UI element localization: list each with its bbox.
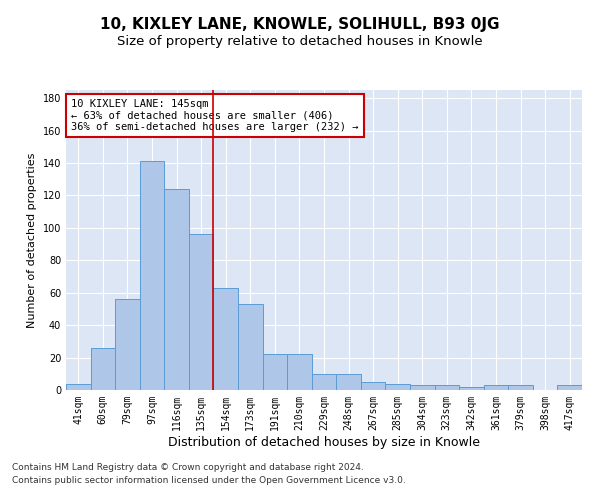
Bar xyxy=(484,385,508,390)
Bar xyxy=(557,385,582,390)
Bar xyxy=(238,304,263,390)
Bar xyxy=(385,384,410,390)
Text: Contains HM Land Registry data © Crown copyright and database right 2024.: Contains HM Land Registry data © Crown c… xyxy=(12,464,364,472)
Text: 10, KIXLEY LANE, KNOWLE, SOLIHULL, B93 0JG: 10, KIXLEY LANE, KNOWLE, SOLIHULL, B93 0… xyxy=(100,18,500,32)
X-axis label: Distribution of detached houses by size in Knowle: Distribution of detached houses by size … xyxy=(168,436,480,448)
Bar xyxy=(361,382,385,390)
Bar xyxy=(66,384,91,390)
Y-axis label: Number of detached properties: Number of detached properties xyxy=(27,152,37,328)
Bar xyxy=(164,189,189,390)
Bar xyxy=(287,354,312,390)
Bar xyxy=(336,374,361,390)
Bar xyxy=(214,288,238,390)
Bar xyxy=(189,234,214,390)
Text: 10 KIXLEY LANE: 145sqm
← 63% of detached houses are smaller (406)
36% of semi-de: 10 KIXLEY LANE: 145sqm ← 63% of detached… xyxy=(71,99,359,132)
Bar xyxy=(508,385,533,390)
Text: Contains public sector information licensed under the Open Government Licence v3: Contains public sector information licen… xyxy=(12,476,406,485)
Bar xyxy=(115,299,140,390)
Bar xyxy=(140,162,164,390)
Bar xyxy=(91,348,115,390)
Bar xyxy=(459,387,484,390)
Bar xyxy=(263,354,287,390)
Bar xyxy=(434,385,459,390)
Bar xyxy=(312,374,336,390)
Bar xyxy=(410,385,434,390)
Text: Size of property relative to detached houses in Knowle: Size of property relative to detached ho… xyxy=(117,35,483,48)
